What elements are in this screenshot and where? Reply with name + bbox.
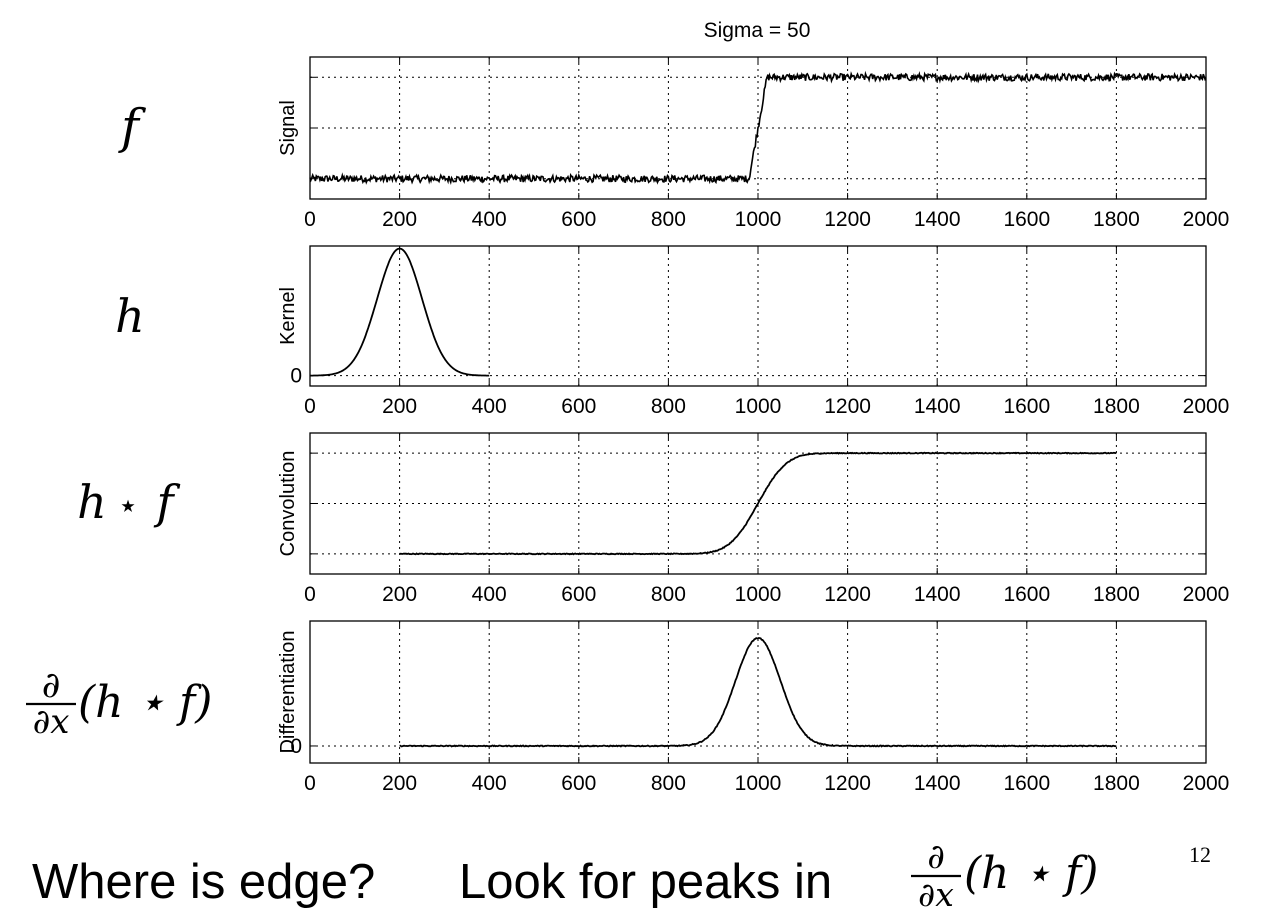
chart-signal-xtick-label: 1000 <box>735 208 782 231</box>
chart-kernel-xtick-label: 0 <box>304 395 316 418</box>
chart-differentiation-ylabel: Differentiation <box>277 630 299 753</box>
label-f: f <box>118 99 146 155</box>
chart-signal-xtick-label: 600 <box>561 208 596 231</box>
label-derivative-expression: ∂ ∂x (h ⋆ f) <box>26 665 212 742</box>
chart-differentiation: 0 200 400 600 800 1000 1200 1400 1600 1800 2000 0Di… <box>277 620 1230 795</box>
chart-differentiation-xtick-label: 1000 <box>735 772 782 795</box>
chart-signal-xtick-label: 400 <box>472 208 507 231</box>
chart-signal-xtick-label: 0 <box>304 208 316 231</box>
figure-title: Sigma = 50 <box>704 19 811 42</box>
chart-differentiation-xtick-label: 200 <box>382 772 417 795</box>
label-conv-f: f <box>153 475 180 529</box>
chart-signal-ylabel: Signal <box>277 100 299 156</box>
chart-kernel-xtick-label: 2000 <box>1183 395 1230 418</box>
chart-kernel-xtick-label: 1000 <box>735 395 782 418</box>
chart-kernel-xtick-label: 1200 <box>824 395 871 418</box>
label-convolution-expression: h ⋆ f <box>77 475 180 529</box>
label-h: h <box>115 289 145 343</box>
label-partial-numerator: ∂ <box>42 665 61 706</box>
chart-signal-xtick-label: 800 <box>651 208 686 231</box>
chart-differentiation-xtick-label: 1800 <box>1093 772 1140 795</box>
chart-differentiation-ytick-label: 0 <box>290 735 302 758</box>
chart-convolution-xtick-label: 1000 <box>735 583 782 606</box>
chart-differentiation-xtick-label: 2000 <box>1183 772 1230 795</box>
chart-convolution-xtick-label: 2000 <box>1183 583 1230 606</box>
chart-convolution-xtick-label: 400 <box>472 583 507 606</box>
chart-kernel: 0 200 400 600 800 1000 1200 1400 1600 1800 2000 0 Ke… <box>277 245 1230 418</box>
chart-convolution-xtick-label: 800 <box>651 583 686 606</box>
chart-signal-xtick-label: 1200 <box>824 208 871 231</box>
chart-kernel-series-line <box>310 247 490 377</box>
chart-signal-series-line <box>309 70 1207 186</box>
chart-convolution-xtick-label: 0 <box>304 583 316 606</box>
label-conv-operator: ⋆ <box>117 488 138 525</box>
chart-convolution-xtick-label: 1800 <box>1093 583 1140 606</box>
chart-convolution-xtick-label: 200 <box>382 583 417 606</box>
charts-group: 0 200 400 600 800 1000 1200 1400 1600 1800 2000Sig… <box>277 56 1230 795</box>
chart-differentiation-xtick-label: 1600 <box>1003 772 1050 795</box>
chart-kernel-xtick-label: 1600 <box>1003 395 1050 418</box>
chart-signal-xtick-label: 1600 <box>1003 208 1050 231</box>
chart-differentiation-xtick-label: 400 <box>472 772 507 795</box>
chart-differentiation-axes-box <box>309 620 1207 764</box>
label-partial-denominator: ∂x <box>33 702 70 742</box>
chart-differentiation-xtick-label: 800 <box>651 772 686 795</box>
chart-kernel-xtick-label: 1400 <box>914 395 961 418</box>
chart-kernel-xtick-label: 400 <box>472 395 507 418</box>
caption-derivative-argument: (h ⋆ f) <box>964 848 1098 899</box>
chart-differentiation-series-line <box>399 636 1117 748</box>
chart-convolution: 0 200 400 600 800 1000 1200 1400 1600 1800 2000 Con… <box>277 432 1230 606</box>
label-derivative-argument: (h ⋆ f) <box>78 677 212 728</box>
chart-convolution-xtick-label: 600 <box>561 583 596 606</box>
page-number: 12 <box>1189 842 1211 867</box>
chart-convolution-xtick-label: 1600 <box>1003 583 1050 606</box>
caption-question: Where is edge? <box>32 855 375 909</box>
chart-signal-xtick-label: 200 <box>382 208 417 231</box>
chart-convolution-series-line <box>399 451 1117 556</box>
chart-kernel-axes-box <box>309 245 1207 387</box>
chart-signal-xtick-label: 1400 <box>914 208 961 231</box>
chart-kernel-ylabel: Kernel <box>277 287 299 345</box>
chart-signal-xtick-label: 1800 <box>1093 208 1140 231</box>
chart-differentiation-xtick-label: 1400 <box>914 772 961 795</box>
chart-convolution-xtick-label: 1200 <box>824 583 871 606</box>
chart-kernel-xtick-label: 800 <box>651 395 686 418</box>
caption-answer: Look for peaks in <box>459 855 832 909</box>
chart-convolution-ylabel: Convolution <box>277 451 299 557</box>
chart-kernel-ytick-label: 0 <box>290 365 302 388</box>
caption-partial-numerator: ∂ <box>927 837 945 877</box>
chart-kernel-xtick-label: 600 <box>561 395 596 418</box>
chart-differentiation-xtick-label: 1200 <box>824 772 871 795</box>
caption-derivative-expression: ∂ ∂x (h ⋆ f) <box>911 837 1098 914</box>
chart-differentiation-xtick-label: 600 <box>561 772 596 795</box>
caption-partial-denominator: ∂x <box>918 875 954 914</box>
chart-kernel-xtick-label: 200 <box>382 395 417 418</box>
chart-signal: 0 200 400 600 800 1000 1200 1400 1600 1800 2000 Sig… <box>277 56 1230 231</box>
chart-kernel-xtick-label: 1800 <box>1093 395 1140 418</box>
chart-signal-xtick-label: 2000 <box>1183 208 1230 231</box>
chart-convolution-xtick-label: 1400 <box>914 583 961 606</box>
label-conv-h: h <box>77 475 107 529</box>
chart-differentiation-xtick-label: 0 <box>304 772 316 795</box>
